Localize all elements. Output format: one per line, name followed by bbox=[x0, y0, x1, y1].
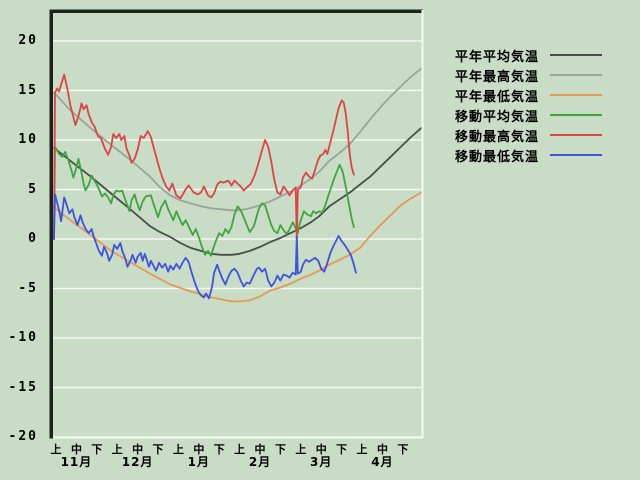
legend-label: 平年平均気温 bbox=[455, 49, 540, 65]
x-axis-decade-label: 中 bbox=[315, 443, 327, 456]
legend-item-idou-min: 移動最低気温 bbox=[455, 145, 602, 165]
legend-label: 移動最低気温 bbox=[455, 149, 540, 165]
y-axis-label: 0 bbox=[28, 231, 38, 246]
x-axis-decade-label: 上 bbox=[50, 443, 62, 456]
x-axis-decade-label: 下 bbox=[397, 443, 409, 456]
series-line-heinen-avg bbox=[53, 127, 423, 256]
x-axis-decade-label: 中 bbox=[193, 443, 205, 456]
legend-item-heinen-min: 平年最低気温 bbox=[455, 85, 602, 105]
x-axis-decade-label: 中 bbox=[70, 443, 82, 456]
legend-item-heinen-avg: 平年平均気温 bbox=[455, 45, 602, 65]
x-axis-decade-label: 下 bbox=[152, 443, 164, 456]
legend-line-sample bbox=[550, 114, 602, 116]
plot-border-top bbox=[49, 9, 423, 13]
series-line-idou-avg bbox=[53, 145, 355, 257]
y-axis-label: -10 bbox=[8, 330, 38, 345]
x-axis-decade-label: 下 bbox=[91, 443, 103, 456]
series-line-idou-max bbox=[53, 73, 355, 240]
legend-line-sample bbox=[550, 154, 602, 156]
legend-label: 平年最低気温 bbox=[455, 89, 540, 105]
x-axis-month-label: 11月 bbox=[60, 455, 93, 469]
y-axis-label: -20 bbox=[8, 429, 38, 444]
x-axis-month-label: 4月 bbox=[371, 455, 394, 469]
plot-border-left bbox=[49, 9, 53, 439]
y-axis-label: 5 bbox=[28, 181, 38, 197]
x-axis-decade-label: 中 bbox=[132, 443, 144, 456]
legend-line-sample bbox=[550, 94, 602, 96]
legend-line-sample bbox=[550, 54, 602, 56]
legend-line-sample bbox=[550, 134, 602, 136]
legend-label: 平年最高気温 bbox=[455, 69, 540, 85]
legend-label: 移動平均気温 bbox=[455, 109, 540, 125]
y-axis-label: 20 bbox=[18, 33, 38, 48]
legend-item-idou-avg: 移動平均気温 bbox=[455, 105, 602, 125]
series-line-idou-min bbox=[53, 193, 357, 300]
x-axis-decade-label: 下 bbox=[274, 443, 286, 456]
legend-item-idou-max: 移動最高気温 bbox=[455, 125, 602, 145]
y-axis-label: -5 bbox=[18, 280, 38, 296]
y-axis-label: 10 bbox=[18, 132, 38, 147]
y-axis-label: -15 bbox=[8, 379, 38, 395]
x-axis-month-label: 12月 bbox=[121, 455, 154, 469]
legend-label: 移動最高気温 bbox=[455, 129, 540, 145]
x-axis-decade-label: 下 bbox=[213, 443, 225, 456]
x-axis-month-label: 2月 bbox=[248, 455, 272, 469]
x-axis-month-label: 3月 bbox=[310, 455, 333, 469]
x-axis-decade-label: 中 bbox=[376, 443, 388, 456]
x-axis-decade-label: 下 bbox=[336, 443, 348, 456]
legend-item-heinen-max: 平年最高気温 bbox=[455, 65, 602, 85]
x-axis-month-label: 1月 bbox=[187, 455, 210, 469]
x-axis-decade-label: 中 bbox=[254, 443, 266, 456]
x-axis-decade-label: 上 bbox=[295, 443, 307, 456]
x-axis-decade-label: 上 bbox=[172, 443, 184, 456]
x-axis-decade-label: 上 bbox=[234, 443, 246, 456]
x-axis-decade-label: 上 bbox=[356, 443, 368, 456]
legend-line-sample bbox=[550, 74, 602, 76]
y-axis-label: 15 bbox=[18, 82, 38, 98]
series-line-heinen-min bbox=[53, 191, 423, 303]
legend: 平年平均気温 平年最高気温 平年最低気温 移動平均気温 移動最高気温 移動最低気温 bbox=[455, 45, 602, 165]
x-axis-decade-label: 上 bbox=[111, 443, 123, 456]
